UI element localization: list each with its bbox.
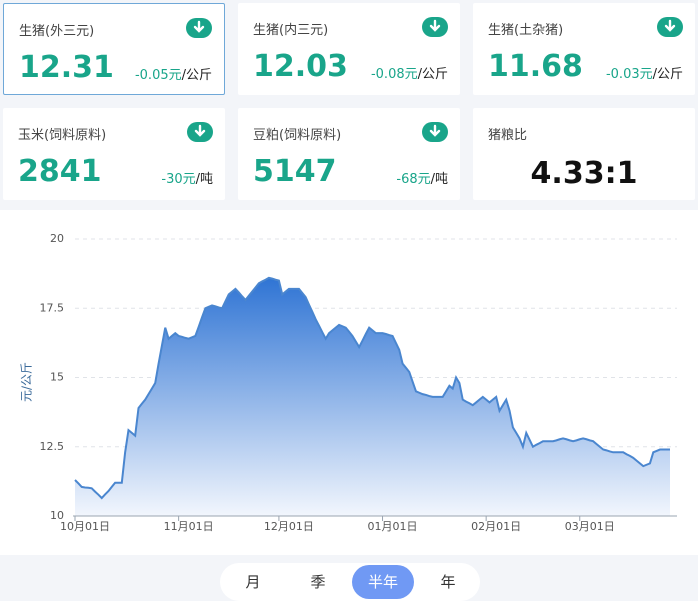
x-tick-label: 10月01日	[60, 520, 110, 533]
card-change: -30元/吨	[161, 172, 213, 187]
price-card[interactable]: 豆粕(饲料原料) 5147 -68元/吨	[238, 108, 460, 200]
price-card[interactable]: 生猪(土杂猪) 11.68 -0.03元/公斤	[473, 3, 695, 95]
down-icon	[422, 122, 448, 142]
card-value: 11.68	[488, 49, 583, 84]
card-value: 12.03	[253, 49, 348, 84]
card-change: -0.03元/公斤	[605, 67, 683, 82]
area-fill	[75, 277, 670, 516]
card-unit: /公斤	[417, 67, 448, 82]
y-tick-label: 20	[50, 232, 64, 245]
card-unit: /公斤	[181, 68, 212, 83]
card-change: -0.05元/公斤	[134, 68, 212, 83]
card-title: 生猪(内三元)	[253, 23, 329, 38]
price-line	[74, 276, 670, 500]
y-tick-label: 12.5	[40, 440, 65, 453]
card-value: 12.31	[19, 50, 114, 85]
x-tick-label: 11月01日	[164, 520, 214, 533]
card-unit: /吨	[195, 172, 213, 187]
y-tick-label: 15	[50, 371, 64, 384]
price-card[interactable]: 生猪(外三元) 12.31 -0.05元/公斤	[3, 3, 225, 95]
price-card[interactable]: 生猪(内三元) 12.03 -0.08元/公斤	[238, 3, 460, 95]
y-tick-label: 10	[50, 509, 64, 522]
down-icon	[186, 18, 212, 38]
down-icon	[422, 17, 448, 37]
range-tab[interactable]: 半年	[352, 565, 414, 599]
x-tick-label: 12月01日	[264, 520, 314, 533]
range-tab[interactable]: 月	[245, 573, 261, 591]
card-unit: /吨	[430, 172, 448, 187]
card-value: 5147	[253, 154, 337, 189]
card-unit: /公斤	[652, 67, 683, 82]
x-tick-label: 02月01日	[471, 520, 521, 533]
range-tab[interactable]: 年	[440, 573, 456, 591]
card-title: 玉米(饲料原料)	[18, 128, 107, 143]
price-card[interactable]: 猪粮比 4.33:1	[473, 108, 695, 200]
card-title: 生猪(外三元)	[19, 24, 95, 39]
card-change: -0.08元/公斤	[370, 67, 448, 82]
card-change: -68元/吨	[396, 172, 448, 187]
chart: 元/公斤 10 12.5 15 17.5 20 10月01日 11月01日 12月01日 01月…	[0, 210, 698, 555]
y-axis-label: 元/公斤	[20, 362, 34, 402]
down-icon	[657, 17, 683, 37]
x-tick-label: 01月01日	[368, 520, 418, 533]
card-value: 2841	[18, 154, 102, 189]
card-title: 生猪(土杂猪)	[488, 23, 564, 38]
range-tabs: 月 季 半年 年	[220, 563, 480, 601]
down-icon	[187, 122, 213, 142]
card-title: 猪粮比	[488, 128, 528, 143]
card-value: 4.33:1	[530, 156, 638, 191]
price-card[interactable]: 玉米(饲料原料) 2841 -30元/吨	[3, 108, 225, 200]
card-title: 豆粕(饲料原料)	[253, 128, 342, 143]
y-tick-label: 17.5	[40, 301, 65, 314]
range-tab[interactable]: 季	[310, 573, 326, 591]
x-tick-label: 03月01日	[565, 520, 615, 533]
